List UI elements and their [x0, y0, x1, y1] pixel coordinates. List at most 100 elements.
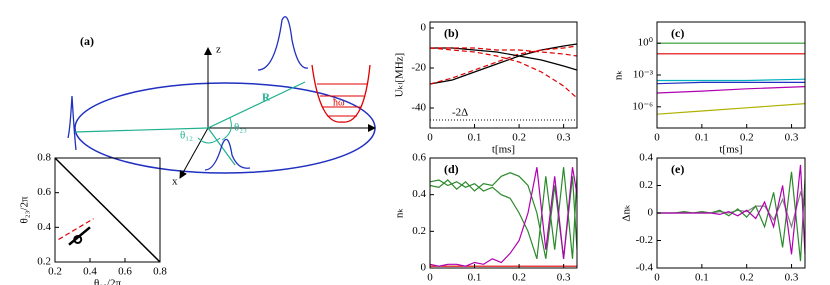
x-axis-label: t[ms]: [492, 284, 515, 285]
y-tick-label: 0.8: [37, 152, 51, 164]
wavepacket: [204, 138, 251, 171]
x-axis-label: t[ms]: [719, 284, 742, 285]
x-tick-label: 0.1: [695, 272, 709, 284]
radius-line: [74, 127, 209, 133]
series-line: [430, 45, 577, 85]
radius-line: [207, 81, 306, 129]
x-tick-label: 0.4: [83, 266, 97, 278]
plot: [657, 164, 805, 262]
plot: [657, 42, 805, 115]
series-line: [657, 171, 805, 262]
series-line: [657, 164, 805, 255]
angle-label: θ₂₃: [234, 122, 247, 134]
y-tick-label: 10⁰: [638, 37, 654, 49]
frame: [429, 157, 578, 269]
angle-label: θ₁₂: [180, 130, 193, 142]
x-tick-label: 0.8: [153, 266, 167, 278]
x-tick-label: 0: [427, 272, 433, 284]
y-tick-label: -0.2: [636, 234, 653, 246]
series-line: [657, 190, 805, 229]
x-tick-label: 0: [654, 132, 660, 144]
x-tick-label: 0.2: [512, 272, 526, 284]
y-axis-label: nₖ: [613, 70, 625, 80]
y-tick-label: -40: [411, 102, 426, 114]
y-axis-label: Uₖₗ[MHz]: [394, 53, 406, 97]
series-line: [55, 158, 160, 262]
x-tick-label: 0.2: [740, 132, 754, 144]
angle-arc: [221, 117, 232, 141]
y-tick-label: 0.4: [412, 188, 426, 200]
series-line: [657, 103, 805, 115]
x-tick-label: 0.3: [785, 132, 799, 144]
y-tick-label: 0.6: [412, 152, 426, 164]
y-tick-label: -0.4: [636, 262, 654, 274]
panel-label: (b): [444, 26, 459, 40]
angle-arc: [197, 137, 221, 144]
plot: [55, 158, 160, 262]
reference-label: -2Δ: [452, 107, 468, 119]
series-line: [430, 167, 577, 267]
x-tick-label: 0.2: [740, 272, 754, 284]
y-tick-label: 0.2: [639, 179, 653, 191]
axis-label: x: [172, 176, 178, 188]
x-tick-label: 0.2: [48, 266, 62, 278]
y-tick-label: 0.2: [37, 256, 51, 268]
series-line: [657, 81, 805, 85]
series-line: [430, 47, 577, 71]
radius-label: R: [262, 92, 271, 104]
y-tick-label: 10⁻³: [633, 69, 654, 81]
x-tick-label: 0.3: [557, 132, 571, 144]
series-line: [430, 47, 577, 99]
x-tick-label: 0.1: [695, 132, 709, 144]
y-axis-label: Δnₖ: [621, 204, 633, 221]
x-axis: [179, 127, 209, 179]
x-tick-label: 0.1: [468, 272, 482, 284]
plot: [430, 167, 577, 267]
y-tick-label: 0.2: [412, 225, 426, 237]
levels: [317, 83, 367, 117]
x-tick-label: 0: [427, 132, 433, 144]
panel-label: (c): [671, 26, 684, 40]
panel-label: (a): [80, 34, 94, 48]
marker: [73, 234, 83, 244]
wavepacket: [67, 95, 77, 151]
y-axis-label: θ₂₃/2π: [19, 196, 31, 223]
y-axis-label: nₖ: [394, 208, 406, 218]
frame: [54, 157, 161, 263]
panel-label: (d): [444, 162, 459, 176]
y-tick-label: 0.6: [37, 186, 51, 198]
frame: [656, 157, 806, 269]
y-tick-label: 0: [421, 22, 427, 34]
panel-label: (e): [671, 162, 684, 176]
x-tick-label: 0.2: [512, 132, 526, 144]
y-tick-label: 0.4: [639, 152, 653, 164]
series-line: [430, 43, 577, 85]
frame: [429, 21, 578, 129]
axis-label: z: [216, 44, 221, 56]
x-tick-label: 0: [654, 272, 660, 284]
plot: [430, 43, 577, 121]
x-axis-label: t[ms]: [492, 144, 515, 156]
y-tick-label: -20: [411, 62, 426, 74]
series-line: [430, 172, 577, 259]
x-axis-label: θ₁₂/2π: [94, 278, 121, 285]
schematic: (a) z x R θ₁₂ θ₂₃ ħω: [67, 16, 376, 188]
frame: [656, 21, 806, 129]
y-tick-label: 0: [421, 262, 427, 274]
potential: [311, 64, 371, 123]
x-axis-label: t[ms]: [719, 144, 742, 156]
y-tick-label: 0.4: [37, 221, 51, 233]
x-tick-label: 0.3: [785, 272, 799, 284]
x-tick-label: 0.3: [557, 272, 571, 284]
series-line: [58, 218, 94, 241]
series-line: [657, 78, 805, 82]
y-tick-label: 0: [648, 207, 654, 219]
x-tick-label: 0.1: [468, 132, 482, 144]
series-line: [430, 47, 577, 57]
series-line: [430, 167, 577, 259]
wavepacket: [257, 16, 309, 71]
y-tick-label: 10⁻⁶: [632, 100, 653, 112]
energy-label: ħω: [333, 97, 345, 108]
x-tick-label: 0.6: [118, 266, 132, 278]
